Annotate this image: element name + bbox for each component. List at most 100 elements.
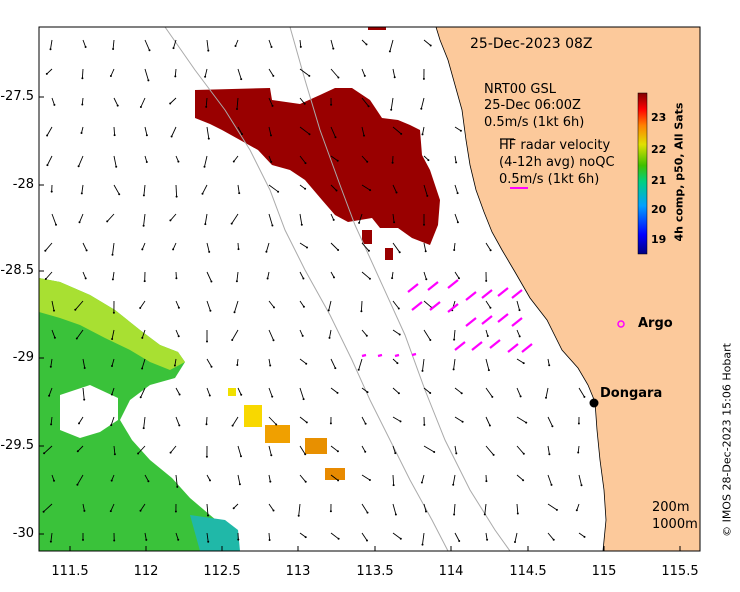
model-vector-head	[299, 45, 302, 48]
model-vector	[175, 387, 180, 395]
hf-vector	[377, 353, 383, 358]
model-vector-head	[336, 391, 339, 394]
model-vector	[143, 184, 146, 196]
model-vector	[485, 532, 488, 540]
model-vector	[485, 242, 491, 251]
model-vector-head	[49, 48, 52, 51]
model-vector-head	[426, 194, 429, 197]
model-vector	[454, 184, 459, 194]
model-vector-head	[421, 543, 424, 546]
axis-ticks	[39, 96, 681, 551]
model-vector-head	[522, 362, 525, 365]
model-vector-head	[175, 277, 178, 280]
model-vector-head	[399, 420, 402, 423]
model-vector-head	[170, 135, 173, 138]
model-vector	[237, 474, 241, 485]
model-vector-head	[393, 76, 396, 79]
model-vector-head	[272, 509, 275, 512]
model-vector-head	[550, 483, 553, 486]
model-vector	[330, 242, 339, 251]
model-vector	[330, 532, 339, 540]
model-vector	[516, 416, 527, 423]
model-vector-head	[304, 187, 307, 190]
hf-legend-line1: HF radar velocity	[499, 138, 611, 153]
model-vector-head	[84, 277, 87, 280]
model-vector	[173, 39, 177, 49]
model-vector-head	[81, 103, 84, 106]
model-vector-head	[392, 484, 395, 487]
hf-vector	[361, 353, 367, 358]
model-vector-head	[177, 335, 180, 338]
model-vector-head	[112, 48, 115, 50]
model-vector	[81, 184, 84, 194]
model-vector-head	[53, 103, 56, 106]
model-vector	[361, 503, 368, 513]
model-vector-head	[488, 424, 491, 427]
model-vector	[422, 126, 425, 135]
model-vector-head	[422, 77, 425, 80]
model-vector	[547, 445, 550, 455]
model-vector-head	[366, 160, 369, 163]
model-vector-head	[111, 278, 114, 281]
model-vector	[268, 503, 274, 511]
model-legend-scale: 0.5m/s (1kt 6h)	[484, 115, 585, 130]
model-vector-head	[421, 369, 424, 372]
model-vector	[454, 213, 459, 223]
model-vector	[112, 271, 115, 280]
model-vector	[361, 329, 368, 336]
model-vector	[268, 445, 272, 456]
model-vector	[516, 387, 522, 397]
model-vector	[299, 68, 310, 77]
model-vector-head	[297, 514, 300, 517]
model-vector-head	[358, 221, 361, 224]
model-vector	[204, 155, 208, 167]
model-vector	[171, 126, 177, 137]
model-vector-head	[42, 510, 45, 513]
model-vector	[453, 503, 456, 515]
model-vector	[392, 474, 395, 486]
sst-hole	[60, 385, 118, 438]
model-vector	[392, 445, 396, 454]
model-vector	[485, 416, 491, 426]
model-vector-head	[49, 540, 52, 543]
contour-1000m	[164, 27, 449, 551]
model-vector-head	[201, 192, 204, 195]
model-vector	[237, 242, 239, 250]
hf-vector	[454, 341, 466, 351]
model-vector-head	[169, 219, 172, 222]
hf-legend-line2: (4-12h avg) noQC	[499, 155, 615, 170]
hf-vector	[407, 283, 419, 293]
model-vector-head	[270, 160, 273, 163]
model-vector	[44, 242, 53, 252]
model-vector	[206, 39, 209, 51]
model-vector	[547, 474, 552, 486]
model-vector-head	[231, 424, 234, 427]
model-vector-head	[489, 306, 492, 309]
model-vector-head	[272, 74, 275, 77]
y-tick-label: -29.5	[0, 438, 34, 453]
model-vector-head	[270, 454, 273, 457]
model-vector	[578, 532, 585, 538]
model-vector	[578, 387, 585, 398]
x-tick-label: 111.5	[51, 564, 89, 579]
model-vector	[140, 387, 146, 398]
model-vector-head	[232, 507, 235, 510]
model-vector-head	[337, 249, 340, 251]
model-vector-head	[269, 480, 272, 483]
model-vector	[48, 387, 53, 396]
model-vector	[236, 271, 239, 282]
model-vector-head	[303, 102, 306, 105]
model-vector	[265, 242, 270, 252]
model-vector	[43, 503, 53, 513]
model-vector	[81, 126, 84, 134]
y-tick-label: -27.5	[0, 89, 34, 104]
model-vector	[484, 503, 487, 515]
model-vector	[206, 358, 212, 367]
model-vector-head	[53, 336, 56, 339]
model-vector-head	[367, 105, 370, 108]
model-vector	[237, 68, 242, 80]
model-vector-head	[491, 395, 494, 398]
model-vector-head	[45, 72, 48, 75]
model-vector	[51, 97, 55, 106]
